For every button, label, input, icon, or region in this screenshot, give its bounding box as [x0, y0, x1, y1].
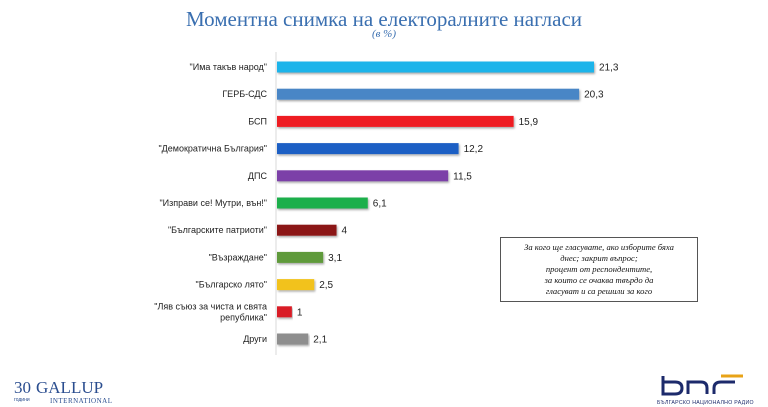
bnr-logo-sub: БЪЛГАРСКО НАЦИОНАЛНО РАДИО [657, 400, 754, 406]
note-line: гласуват и са решили за кого [545, 286, 653, 296]
bar [277, 251, 324, 263]
note-line: днес; закрит въпрос; [560, 253, 638, 263]
bar [277, 197, 368, 209]
bar [277, 61, 594, 73]
category-label: "Демократична България" [158, 144, 267, 154]
value-label: 2,5 [319, 280, 333, 291]
category-label: ГЕРБ-СДС [222, 89, 267, 99]
category-label: Други [243, 334, 267, 344]
category-label: "Ляв съюз за чиста и свята република" [154, 301, 267, 322]
category-label: "Изправи се! Мутри, вън!" [159, 198, 267, 208]
value-label: 20,3 [584, 90, 604, 101]
value-label: 3,1 [328, 253, 342, 264]
category-label: ДПС [248, 171, 268, 181]
category-label: "Възраждане" [209, 252, 267, 262]
bnr-logo-mark [661, 374, 743, 396]
bar [277, 279, 315, 291]
bar-chart: 21,3 "Има такъв народ" 20,3 ГЕРБ-СДС 15,9 БСП… [154, 52, 619, 355]
bar [277, 224, 337, 236]
value-label: 21,3 [599, 63, 619, 74]
question-note: За кого ще гласувате, ако изборите бяха … [500, 237, 698, 302]
category-label: "Има такъв народ" [190, 62, 267, 72]
note-line: За кого ще гласувате, ако изборите бяха [524, 242, 674, 252]
value-label: 6,1 [373, 199, 387, 210]
note-line: за които се очаква твърдо да [544, 275, 654, 285]
bar [277, 115, 514, 127]
bar [277, 333, 309, 345]
value-label: 11,5 [453, 171, 472, 182]
gallup-logo-sub: INTERNATIONAL [50, 397, 113, 405]
value-label: 2,1 [313, 335, 327, 346]
value-label: 15,9 [519, 117, 539, 128]
bar [277, 170, 449, 182]
value-label: 1 [297, 307, 303, 318]
category-label: БСП [248, 116, 267, 126]
gallup-logo-years: години [14, 397, 30, 403]
bar [277, 306, 292, 318]
chart-subtitle: (в %) [371, 28, 396, 40]
bar [277, 88, 580, 100]
value-label: 12,2 [464, 144, 484, 155]
note-line: процент от респондентите, [545, 264, 653, 274]
gallup-logo-word: GALLUP [36, 378, 103, 397]
bar [277, 143, 459, 155]
gallup-logo-number: 30 [14, 378, 31, 397]
bnr-logo: БЪЛГАРСКО НАЦИОНАЛНО РАДИО [657, 374, 754, 406]
category-label: "Българските патриоти" [168, 225, 267, 235]
chart-title: Моментна снимка на електоралните нагласи [185, 7, 583, 31]
value-label: 4 [342, 226, 348, 237]
gallup-logo: 30 години GALLUP INTERNATIONAL [14, 378, 113, 405]
category-label: "Българско лято" [196, 280, 267, 290]
